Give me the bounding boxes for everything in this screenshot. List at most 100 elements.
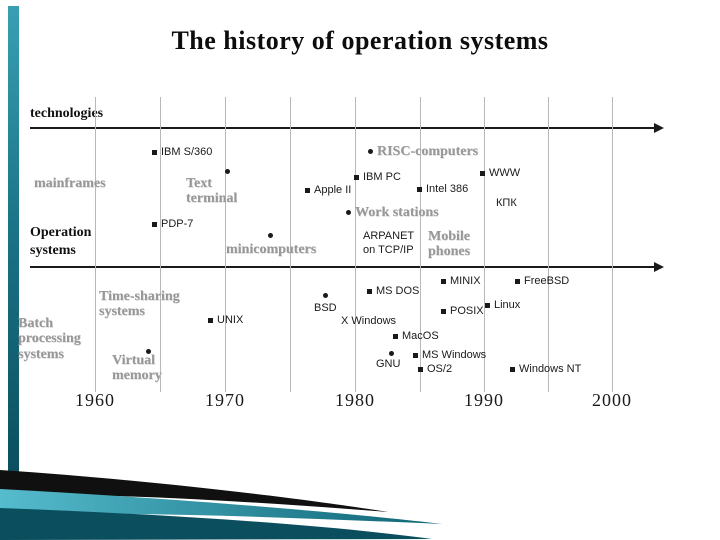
timeline-item-apple-ii: Apple II bbox=[305, 184, 351, 198]
decade-gridline bbox=[160, 97, 161, 392]
timeline-item-linux: Linux bbox=[485, 299, 520, 313]
page-title: The history of operation systems bbox=[171, 26, 549, 55]
square-marker bbox=[152, 222, 157, 227]
timeline-item-minicomputers: minicomputers bbox=[226, 242, 316, 257]
item-label: Linux bbox=[494, 299, 521, 311]
year-label-1980: 1980 bbox=[335, 390, 375, 410]
timeline-item-risc-computers: RISC-computers bbox=[368, 144, 478, 159]
timeline-item-work-stations: Work stations bbox=[346, 205, 439, 220]
square-marker bbox=[413, 353, 418, 358]
timeline-item-bsd: BSD bbox=[314, 302, 337, 316]
item-label: IBM PC bbox=[363, 171, 401, 183]
square-marker bbox=[417, 187, 422, 192]
item-label: POSIX bbox=[450, 305, 484, 317]
decade-gridline bbox=[355, 97, 356, 392]
item-label: MacOS bbox=[402, 330, 439, 342]
timeline-item-unix: UNIX bbox=[208, 314, 243, 328]
item-label: PDP-7 bbox=[161, 218, 194, 230]
decade-gridline bbox=[420, 97, 421, 392]
square-marker bbox=[208, 318, 213, 323]
decade-gridline bbox=[225, 97, 226, 392]
timeline-item-windows-nt: Windows NT bbox=[510, 363, 581, 377]
swoosh-black-blade bbox=[0, 470, 388, 512]
timeline-item-batch-processing: Batch processing systems bbox=[18, 316, 81, 362]
square-marker bbox=[354, 175, 359, 180]
swoosh-teal-blade bbox=[0, 489, 442, 524]
timeline-item-mainframes: mainframes bbox=[34, 176, 106, 191]
item-label: Mobile phones bbox=[428, 229, 471, 260]
timeline-item-arpanet-tcpip: ARPANET on TCP/IP bbox=[363, 230, 414, 258]
item-label: Work stations bbox=[355, 205, 439, 220]
item-label: Apple II bbox=[314, 184, 352, 196]
square-marker bbox=[305, 188, 310, 193]
year-label-2000: 2000 bbox=[592, 390, 632, 410]
item-label: GNU bbox=[376, 358, 401, 370]
year-label-1970: 1970 bbox=[205, 390, 245, 410]
item-label: MINIX bbox=[450, 275, 481, 287]
item-label: mainframes bbox=[34, 176, 106, 191]
item-label: FreeBSD bbox=[524, 275, 570, 287]
item-label: КПК bbox=[496, 197, 517, 209]
timeline-item-os2: OS/2 bbox=[418, 363, 452, 377]
technologies-timeline-arrow bbox=[30, 123, 664, 133]
item-label: Intel 386 bbox=[426, 183, 469, 195]
operation-systems-axis-label: Operation systems bbox=[30, 224, 91, 260]
timeline-item-virtual-memory: Virtual memory bbox=[112, 353, 162, 384]
square-marker bbox=[367, 289, 372, 294]
square-marker bbox=[441, 309, 446, 314]
year-label-1960: 1960 bbox=[75, 390, 115, 410]
item-label: MS Windows bbox=[422, 349, 487, 361]
timeline-item-ms-dos: MS DOS bbox=[367, 285, 419, 299]
timeline-item-posix: POSIX bbox=[441, 305, 484, 319]
decade-gridline bbox=[548, 97, 549, 392]
dot-marker bbox=[368, 149, 373, 154]
swoosh-dark-corner bbox=[0, 508, 432, 540]
dot-marker bbox=[268, 233, 273, 238]
timeline-item-x-windows: X Windows bbox=[341, 315, 396, 329]
decade-gridline bbox=[290, 97, 291, 392]
timeline-item-kpk: КПК bbox=[496, 197, 517, 211]
timeline-item-macos: MacOS bbox=[393, 330, 439, 344]
year-label-1990: 1990 bbox=[464, 390, 504, 410]
dot-marker bbox=[225, 169, 230, 174]
square-marker bbox=[480, 171, 485, 176]
item-label: ARPANET on TCP/IP bbox=[363, 230, 415, 256]
dot-marker bbox=[146, 349, 151, 354]
item-label: RISC-computers bbox=[377, 144, 479, 159]
bottom-swoosh-decoration bbox=[0, 470, 442, 540]
timeline-item-pdp-7: PDP-7 bbox=[152, 218, 193, 232]
decade-gridline bbox=[484, 97, 485, 392]
square-marker bbox=[485, 303, 490, 308]
timeline-item-time-sharing: Time-sharing systems bbox=[99, 289, 180, 320]
os-label-line2: systems bbox=[30, 243, 76, 259]
item-label: Batch processing systems bbox=[18, 316, 81, 362]
timeline-item-minix: MINIX bbox=[441, 275, 481, 289]
item-label: MS DOS bbox=[376, 285, 420, 297]
timeline-item-mobile-phones: Mobile phones bbox=[428, 229, 470, 260]
technologies-axis-label: technologies bbox=[30, 106, 104, 121]
dot-marker bbox=[346, 210, 351, 215]
decade-gridline bbox=[612, 97, 613, 392]
os-label-line1: Operation bbox=[30, 225, 92, 240]
square-marker bbox=[441, 279, 446, 284]
item-label: minicomputers bbox=[226, 242, 317, 257]
item-label: UNIX bbox=[217, 314, 244, 326]
timeline-item-ibm-pc: IBM PC bbox=[354, 171, 401, 185]
square-marker bbox=[152, 150, 157, 155]
timeline-item-ibm-s360: IBM S/360 bbox=[152, 146, 212, 160]
timeline-item-gnu: GNU bbox=[376, 358, 400, 372]
timeline-item-intel-386: Intel 386 bbox=[417, 183, 468, 197]
square-marker bbox=[418, 367, 423, 372]
item-label: IBM S/360 bbox=[161, 146, 213, 158]
dot-marker bbox=[323, 293, 328, 298]
square-marker bbox=[510, 367, 515, 372]
item-label: Text terminal bbox=[186, 176, 238, 207]
timeline-item-www: WWW bbox=[480, 167, 520, 181]
timeline-item-freebsd: FreeBSD bbox=[515, 275, 569, 289]
item-label: Virtual memory bbox=[112, 353, 162, 384]
decade-gridline bbox=[95, 97, 96, 392]
item-label: Time-sharing systems bbox=[99, 289, 180, 320]
square-marker bbox=[393, 334, 398, 339]
left-accent-bar bbox=[8, 6, 19, 487]
